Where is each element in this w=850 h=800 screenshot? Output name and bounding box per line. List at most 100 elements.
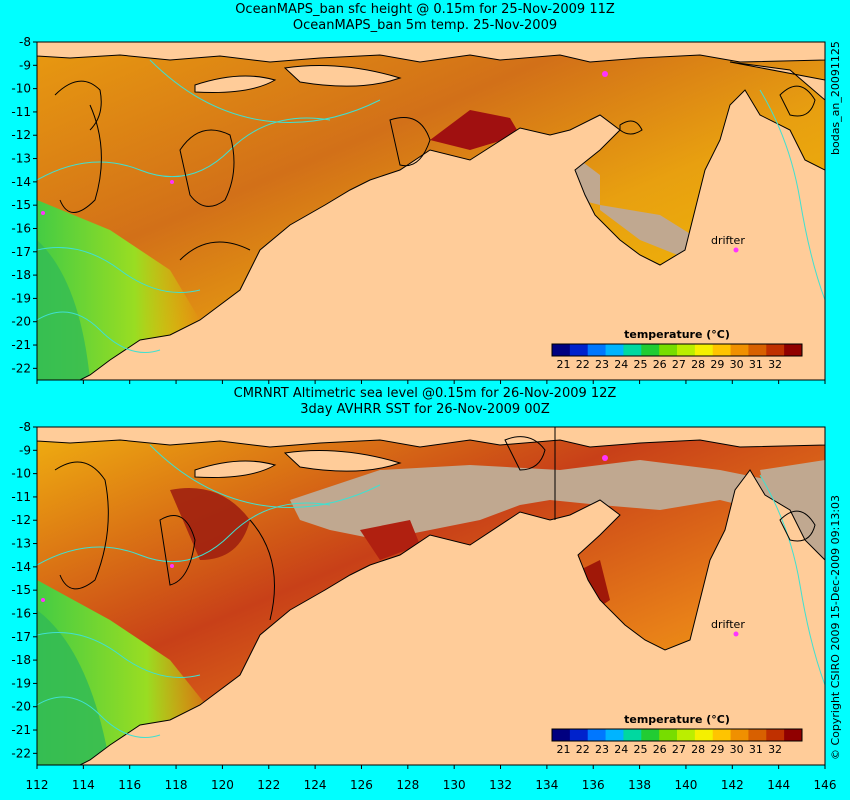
legend-swatch bbox=[730, 729, 749, 741]
panel1-cool-core bbox=[37, 240, 90, 380]
x-tick-label: 136 bbox=[582, 778, 605, 792]
panel2-cloud-mask bbox=[290, 460, 825, 540]
panel2-title-line2: 3day AVHRR SST for 26-Nov-2009 00Z bbox=[300, 402, 550, 417]
legend-tick-label: 28 bbox=[691, 358, 705, 371]
x-tick-label: 134 bbox=[535, 778, 558, 792]
legend-bar-frame bbox=[551, 728, 803, 742]
legend-swatch bbox=[587, 729, 607, 741]
x-tick-label: 132 bbox=[489, 778, 512, 792]
legend-swatch bbox=[605, 729, 624, 741]
panel2-black-contours bbox=[54, 436, 816, 621]
y-tick-label: -10 bbox=[11, 82, 31, 96]
legend-tick-label: 30 bbox=[730, 358, 744, 371]
legend-tick-label: 22 bbox=[576, 743, 590, 756]
legend-tick-label: 31 bbox=[749, 743, 763, 756]
legend-swatch bbox=[552, 344, 571, 356]
legend-swatch bbox=[641, 729, 660, 741]
y-tick-label: -17 bbox=[11, 630, 31, 644]
y-tick-label: -8 bbox=[19, 420, 31, 434]
legend-swatch bbox=[552, 729, 571, 741]
x-tick-label: 112 bbox=[26, 778, 49, 792]
y-tick-label: -17 bbox=[11, 245, 31, 259]
legend-swatch bbox=[766, 729, 785, 741]
legend-swatch bbox=[623, 344, 642, 356]
x-tick-label: 142 bbox=[721, 778, 744, 792]
panel1-north-islands bbox=[37, 42, 825, 63]
panel1-drifter-marker-edge bbox=[41, 211, 45, 215]
panel1-island-timor bbox=[283, 65, 402, 87]
panel1-cyan-contours bbox=[37, 59, 825, 353]
panel2-frame bbox=[36, 426, 826, 766]
y-tick-label: -19 bbox=[11, 676, 31, 690]
y-tick-label: -16 bbox=[11, 606, 31, 620]
legend-layer: temperature (°C) 21 22 23 24 25 26 27 28 29 30 31 32… bbox=[545, 322, 809, 763]
panel2-title-line1: CMRNRT Altimetric sea level @0.15m for 2… bbox=[233, 386, 617, 401]
axes-layer: -8 -9 -10 -11 -12 -13 -14 -15 -16 -17 -18 -19 -20 -21… bbox=[11, 35, 836, 792]
legend-swatch bbox=[569, 729, 589, 741]
legend-swatch bbox=[677, 344, 696, 356]
legend-swatch bbox=[659, 344, 678, 356]
panel1-warm-patch bbox=[430, 110, 520, 150]
x-tick-label: 146 bbox=[814, 778, 837, 792]
legend-tick-label: 21 bbox=[557, 743, 571, 756]
x-tick-label: 116 bbox=[118, 778, 141, 792]
panel1-title-line2: OceanMAPS_ban 5m temp. 25-Nov-2009 bbox=[292, 18, 558, 33]
legend-tick-label: 26 bbox=[653, 358, 667, 371]
x-tick-label: 130 bbox=[443, 778, 466, 792]
legend-swatch bbox=[641, 344, 660, 356]
panel1-black-contours bbox=[54, 80, 816, 261]
legend-tick-label: 22 bbox=[576, 358, 590, 371]
y-tick-label: -20 bbox=[11, 315, 31, 329]
y-tick-label: -18 bbox=[11, 268, 31, 282]
legend-tick-label: 32 bbox=[768, 358, 782, 371]
y-tick-label: -12 bbox=[11, 128, 31, 142]
y-tick-label: -15 bbox=[11, 198, 31, 212]
legend-swatch bbox=[605, 344, 624, 356]
legend-swatch bbox=[694, 344, 714, 356]
panel2-map: drifter bbox=[37, 427, 825, 765]
panel2-north-islands bbox=[37, 427, 825, 448]
legend-swatch bbox=[712, 729, 732, 741]
legend-swatch bbox=[677, 729, 696, 741]
legend-tick-label: 31 bbox=[749, 358, 763, 371]
panel2-drifter-marker-edge bbox=[41, 598, 45, 602]
y-tick-label: -13 bbox=[11, 537, 31, 551]
x-tick-label: 126 bbox=[350, 778, 373, 792]
legend-tick-label: 28 bbox=[691, 743, 705, 756]
y-tick-label: -22 bbox=[11, 746, 31, 760]
y-tick-label: -14 bbox=[11, 175, 31, 189]
panel2-cool-core bbox=[37, 610, 110, 765]
x-tick-label: 114 bbox=[72, 778, 95, 792]
y-tick-label: -9 bbox=[19, 58, 31, 72]
y-tick-label: -16 bbox=[11, 221, 31, 235]
panel1-map: drifter bbox=[37, 42, 825, 380]
legend-swatch bbox=[659, 729, 678, 741]
y-tick-label: -21 bbox=[11, 723, 31, 737]
panel2-australia-land bbox=[79, 469, 825, 765]
panel1-australia-land bbox=[79, 89, 825, 380]
y-tick-label: -11 bbox=[11, 490, 31, 504]
legend-swatch bbox=[730, 344, 749, 356]
legend-tick-label: 25 bbox=[633, 358, 647, 371]
x-tick-label: 144 bbox=[767, 778, 790, 792]
legend-swatch bbox=[748, 344, 767, 356]
y-tick-label: -12 bbox=[11, 513, 31, 527]
legend-tick-label: 27 bbox=[672, 743, 686, 756]
panel1-title-line1: OceanMAPS_ban sfc height @ 0.15m for 25-… bbox=[235, 2, 615, 17]
panel2-drifter-marker-north bbox=[602, 455, 608, 461]
panel1-shelf-mask bbox=[560, 160, 700, 260]
legend-tick-label: 23 bbox=[595, 358, 609, 371]
panel1-island-png bbox=[729, 61, 825, 101]
legend-swatch bbox=[712, 344, 732, 356]
legend-tick-label: 21 bbox=[557, 358, 571, 371]
y-tick-label: -21 bbox=[11, 338, 31, 352]
legend-tick-label: 26 bbox=[653, 743, 667, 756]
legend-tick-label: 29 bbox=[710, 743, 724, 756]
y-tick-label: -10 bbox=[11, 467, 31, 481]
legend-swatch bbox=[587, 344, 607, 356]
panel2-warm-patch-1 bbox=[360, 520, 420, 560]
panel1-frame bbox=[36, 41, 826, 381]
panel2-drifter-marker bbox=[733, 631, 739, 637]
y-tick-label: -14 bbox=[11, 560, 31, 574]
